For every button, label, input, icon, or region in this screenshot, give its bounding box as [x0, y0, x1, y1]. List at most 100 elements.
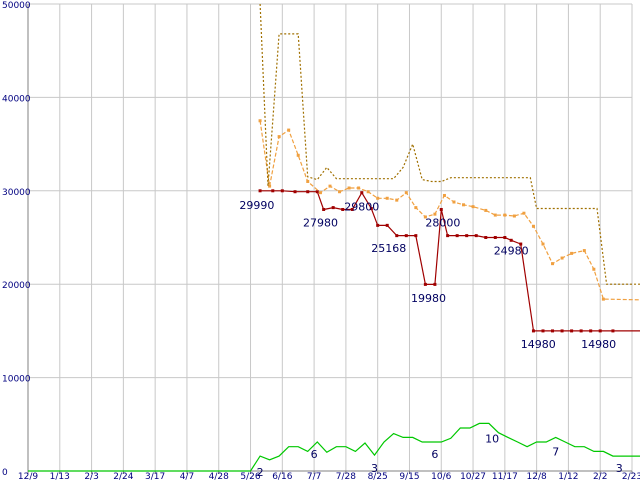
data-series [28, 3, 640, 472]
series-point-0 [439, 207, 443, 211]
series-point-1 [366, 190, 370, 194]
gridlines [27, 3, 633, 472]
series-point-0 [598, 329, 602, 333]
series-point-0 [446, 234, 450, 238]
series-point-0 [258, 189, 262, 193]
series-point-1 [471, 205, 475, 209]
series-point-1 [484, 208, 488, 212]
y-tick-label: 40000 [2, 94, 31, 104]
series-point-1 [551, 262, 555, 266]
series-point-0 [551, 329, 555, 333]
series-point-1 [423, 215, 427, 219]
series-point-1 [541, 242, 545, 246]
series-point-1 [338, 190, 342, 194]
y-tick-label: 20000 [2, 281, 31, 291]
series-point-1 [512, 214, 516, 218]
series-point-1 [376, 196, 380, 200]
series-point-0 [322, 207, 326, 211]
x-tick-label: 1/12 [558, 472, 578, 480]
x-tick-label: 2/2 [593, 472, 607, 480]
series-point-0 [414, 234, 418, 238]
series-point-0 [611, 329, 615, 333]
data-label: 7 [552, 445, 559, 458]
series-point-0 [589, 329, 593, 333]
y-tick-label: 50000 [2, 1, 31, 11]
series-point-1 [318, 191, 322, 195]
series-point-0 [493, 236, 497, 239]
series-line-2 [259, 3, 640, 285]
data-label: 10 [485, 432, 499, 445]
series-line-3 [28, 422, 640, 472]
x-tick-label: 10/27 [460, 472, 486, 480]
series-point-1 [385, 196, 389, 200]
y-tick-labels: 0 10000 20000 30000 40000 50000 [2, 1, 31, 478]
series-point-0 [385, 223, 389, 227]
series-point-0 [484, 236, 488, 239]
data-label: 25168 [371, 242, 406, 255]
series-point-1 [570, 251, 574, 255]
series-point-0 [579, 329, 583, 333]
data-label: 14980 [581, 338, 616, 351]
x-tick-label: 7/28 [336, 472, 356, 480]
series-point-0 [423, 282, 427, 286]
x-tick-label: 5/26 [240, 472, 260, 480]
data-label: 27980 [303, 217, 338, 230]
series-point-1 [306, 179, 310, 183]
data-label: 14980 [521, 338, 556, 351]
series-point-1 [258, 119, 262, 123]
series-point-1 [404, 191, 408, 195]
x-tick-label: 4/28 [209, 472, 229, 480]
x-tick-label: 4/7 [180, 472, 194, 480]
series-point-0 [503, 236, 507, 239]
x-tick-label: 12/9 [18, 472, 38, 480]
data-label: 29990 [239, 199, 274, 212]
data-label: 6 [431, 448, 438, 461]
series-point-1 [522, 211, 526, 215]
series-point-1 [493, 213, 497, 217]
series-point-1 [287, 128, 291, 132]
series-point-1 [357, 186, 361, 190]
y-tick-label: 10000 [2, 375, 31, 385]
x-tick-label: 2/23 [622, 472, 640, 480]
series-point-0 [541, 329, 545, 333]
series-point-0 [271, 189, 275, 193]
data-label: 2 [257, 466, 264, 479]
y-tick-label: 0 [2, 468, 8, 478]
series-point-0 [360, 191, 364, 195]
x-tick-label: 2/3 [84, 472, 98, 480]
series-point-0 [570, 329, 574, 333]
series-point-1 [442, 193, 446, 197]
y-tick-label: 30000 [2, 188, 31, 198]
x-tick-label: 2/24 [113, 472, 133, 480]
x-tick-label: 12/8 [527, 472, 547, 480]
series-point-0 [280, 189, 284, 193]
data-label: 24980 [494, 245, 529, 258]
series-point-0 [474, 234, 478, 238]
series-point-1 [560, 256, 564, 260]
series-point-1 [452, 200, 456, 204]
series-point-0 [560, 329, 564, 333]
series-point-0 [306, 190, 310, 194]
data-label: 3 [616, 462, 623, 475]
series-point-0 [350, 207, 354, 211]
data-label: 29800 [344, 201, 379, 214]
series-point-0 [509, 238, 513, 242]
series-point-0 [315, 190, 319, 194]
series-point-0 [293, 190, 297, 194]
x-tick-label: 6/16 [272, 472, 292, 480]
series-point-1 [503, 213, 507, 217]
series-point-0 [369, 207, 373, 211]
series-point-1 [296, 153, 300, 157]
x-tick-label: 9/15 [399, 472, 419, 480]
series-point-0 [404, 234, 408, 238]
series-point-1 [601, 297, 605, 301]
x-tick-label: 1/13 [50, 472, 70, 480]
x-tick-label: 10/6 [431, 472, 451, 480]
data-label: 19980 [411, 292, 446, 305]
series-point-0 [376, 223, 380, 227]
series-point-0 [455, 234, 459, 238]
series-point-0 [341, 207, 345, 211]
series-point-1 [328, 184, 332, 188]
series-point-0 [433, 282, 437, 286]
